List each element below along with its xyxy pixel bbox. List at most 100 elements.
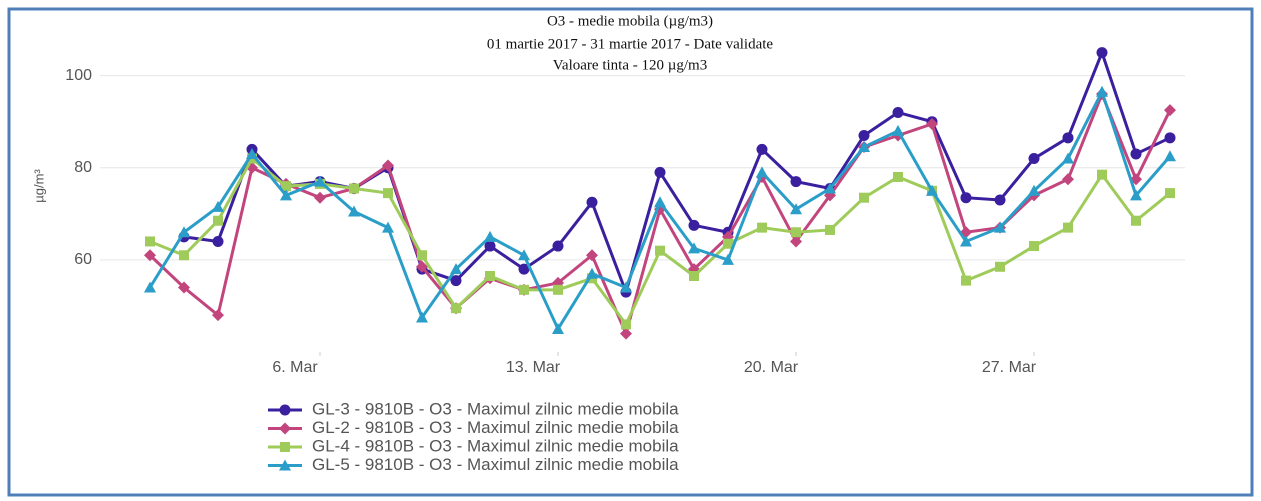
point [1062,152,1074,164]
point [1062,173,1074,186]
point [145,236,155,247]
y-tick-label: 100 [65,67,92,84]
point [212,235,224,247]
point [1130,148,1142,160]
point [756,166,768,178]
point [1063,222,1073,233]
point [450,263,462,275]
point [586,196,598,208]
point [620,327,632,340]
point [790,203,802,215]
point [994,194,1006,206]
point [212,200,224,212]
point [1029,241,1039,252]
point [314,175,326,187]
point [144,249,156,262]
point [960,235,972,247]
point [688,219,700,231]
point [1062,132,1074,144]
x-tick-label: 13. Mar [506,359,561,376]
point [484,240,496,252]
point [892,106,904,118]
point [1164,150,1176,162]
point [926,118,938,130]
point [552,240,564,252]
point [654,166,666,178]
point [553,284,563,295]
point [518,249,530,261]
point [382,159,394,172]
point [178,281,190,294]
legend-marker [280,442,290,452]
point [1096,85,1108,97]
point [790,235,802,248]
point [552,322,564,334]
legend-label: GL-5 - 9810B - O3 - Maximul zilnic medie… [312,455,679,474]
point [859,192,869,203]
point [655,245,665,256]
x-tick-label: 20. Mar [744,359,799,376]
chart-subtitle: 01 martie 2017 - 31 martie 2017 - Date v… [487,36,773,52]
point [485,271,495,281]
point [892,124,904,136]
point [756,143,768,155]
point [1165,188,1175,199]
point [1130,189,1142,201]
legend-label: GL-3 - 9810B - O3 - Maximul zilnic medie… [312,399,679,418]
point [621,319,631,330]
point [858,130,870,142]
point [688,242,700,254]
point [620,281,632,293]
legend-marker [279,422,291,435]
point [451,303,461,314]
point [723,238,733,249]
point [179,250,189,261]
legend-label: GL-2 - 9810B - O3 - Maximul zilnic medie… [312,418,679,437]
point [213,215,223,226]
legend-marker [279,459,291,471]
point [994,221,1006,233]
point [383,188,393,199]
point [858,141,870,153]
point [790,176,802,188]
point [995,261,1005,272]
legend-marker [279,404,291,416]
point [893,171,903,182]
point [654,196,666,208]
legend-label: GL-4 - 9810B - O3 - Maximul zilnic medie… [312,436,679,455]
point [519,284,529,295]
point [1096,47,1108,59]
point [348,205,360,217]
point [722,253,734,265]
point [417,250,427,261]
point [689,271,699,281]
point [280,189,292,201]
point [960,192,972,204]
point [349,183,359,194]
point [450,275,462,287]
point [586,267,598,279]
point [178,226,190,238]
point [382,221,394,233]
point [824,182,836,194]
point [212,309,224,322]
point [586,249,598,262]
point [518,263,530,275]
y-tick-label: 60 [74,251,92,268]
point [416,311,428,323]
point [484,230,496,242]
chart-title: O3 - medie mobila (µg/m3) [547,13,713,29]
annotation: Valoare tinta - 120 µg/m3 [553,57,707,73]
point [416,260,428,273]
point [281,181,291,192]
y-axis-label: µg/m³ [31,169,46,203]
point [1164,104,1176,117]
point [246,147,258,159]
y-tick-label: 80 [74,159,92,176]
point [961,275,971,286]
frame [7,7,1254,497]
point [1028,153,1040,165]
x-tick-label: 27. Mar [982,359,1037,376]
